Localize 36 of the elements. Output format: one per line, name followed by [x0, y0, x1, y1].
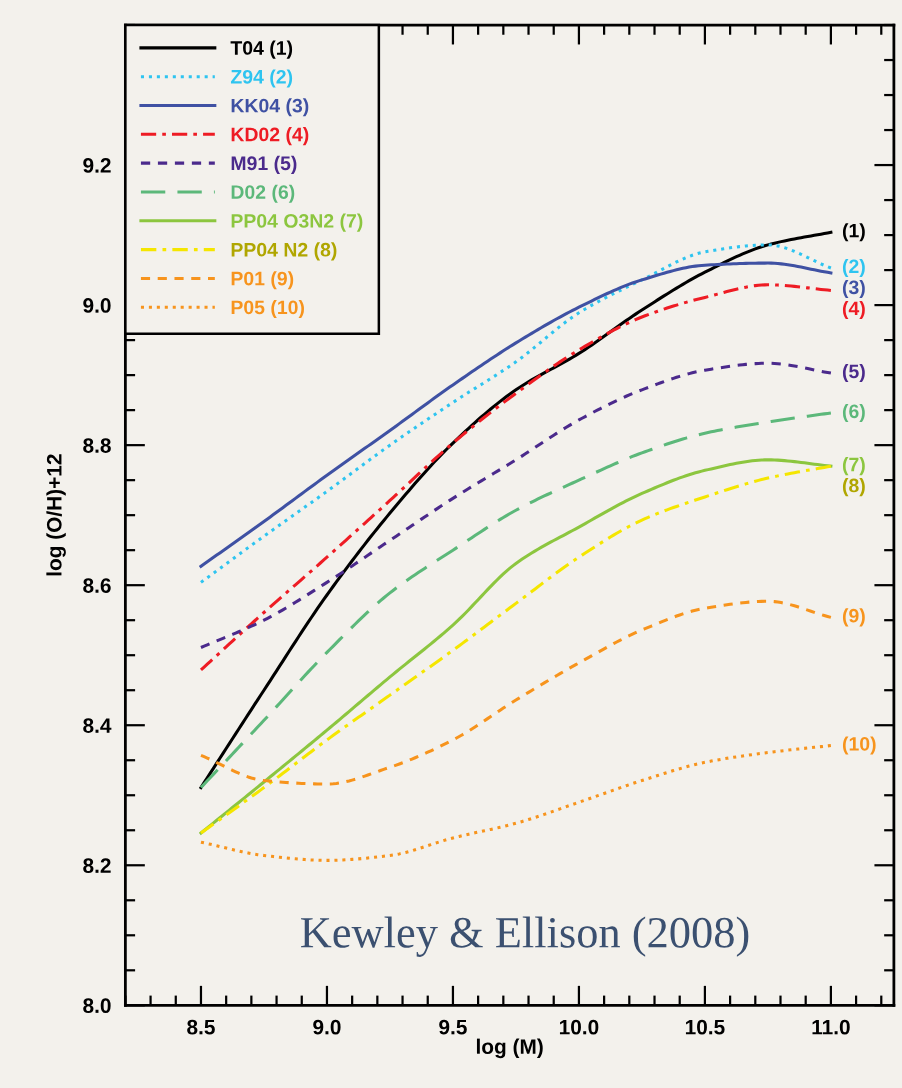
annotation: (4) [842, 300, 865, 320]
y-tick-label: 8.6 [83, 578, 111, 593]
y-tick-label: 9.2 [83, 158, 111, 173]
annotation: (7) [842, 457, 865, 476]
annotation: (5) [842, 363, 865, 383]
annotation: (3) [842, 279, 865, 299]
legend-label: PP04 N2 (8) [231, 242, 337, 261]
x-tick-label: 10.5 [685, 1019, 725, 1035]
x-tick-label: 8.5 [187, 1019, 215, 1035]
x-axis-title: log (M) [476, 1038, 543, 1059]
y-tick-label: 8.8 [83, 438, 111, 453]
legend-label: P01 (9) [231, 271, 294, 290]
legend-label: D02 (6) [231, 184, 295, 203]
legend-label: T04 (1) [230, 40, 293, 59]
x-tick-label: 9.0 [313, 1019, 341, 1035]
x-tick-label: 9.5 [439, 1019, 467, 1035]
y-tick-label: 8.0 [83, 998, 111, 1014]
annotation: (8) [842, 478, 865, 497]
y-tick-label: 8.4 [83, 718, 112, 733]
annotation: (9) [842, 608, 865, 627]
annotation: (1) [842, 223, 865, 242]
annotation: (6) [842, 403, 865, 422]
y-axis-title: log (O/H)+12 [46, 454, 66, 576]
x-tick-label: 11.0 [812, 1019, 850, 1035]
y-tick-label: 8.2 [83, 858, 111, 874]
legend-label: KK04 (3) [231, 98, 309, 117]
legend-label: P05 (10) [231, 299, 304, 319]
legend-label: PP04 O3N2 (7) [231, 213, 363, 232]
y-tick-label: 9.0 [83, 298, 111, 313]
annotation: (2) [842, 258, 865, 278]
annotation: (10) [842, 736, 876, 755]
x-tick-label: 10.0 [559, 1019, 599, 1035]
legend-label: M91 (5) [231, 155, 297, 174]
annotation: Kewley & Ellison (2008) [301, 916, 749, 957]
legend-label: Z94 (2) [230, 69, 293, 88]
legend-label: KD02 (4) [231, 127, 309, 146]
